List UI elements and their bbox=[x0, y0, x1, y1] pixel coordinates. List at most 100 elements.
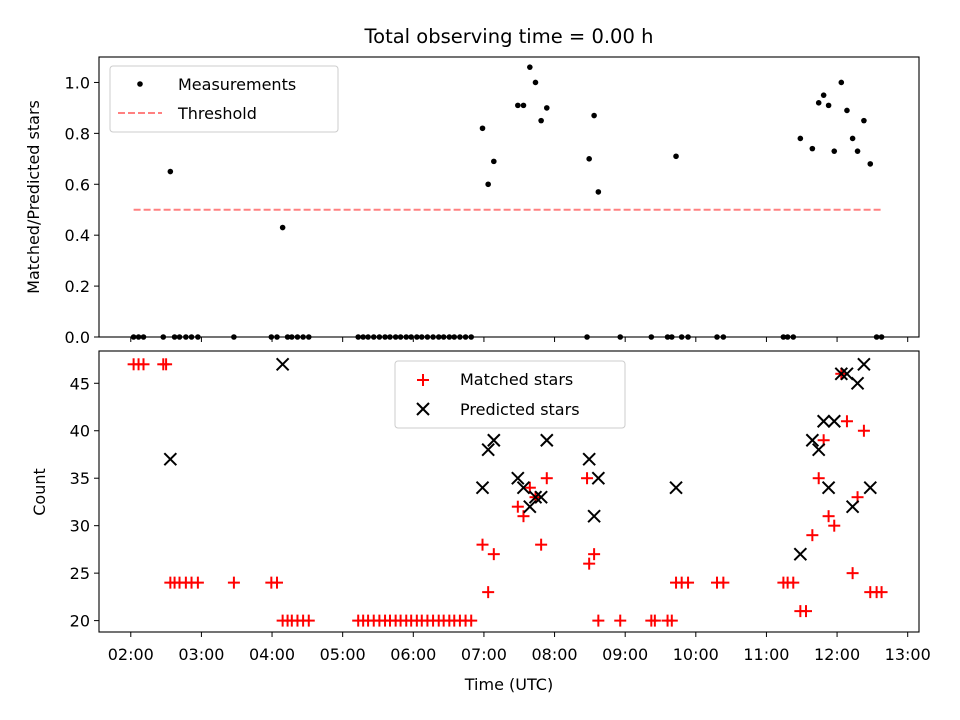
bottom-x-ticks: 02:00 03:00 04:00 05:00 06:00 07:00 08:00 09:00… bbox=[108, 632, 931, 664]
measurement-point bbox=[861, 117, 867, 124]
matched-star-point bbox=[822, 510, 835, 523]
matched-star-point bbox=[540, 472, 553, 485]
y-tick-label: 30 bbox=[70, 517, 90, 536]
matched-star-point bbox=[487, 548, 500, 561]
measurement-point bbox=[479, 125, 486, 132]
measurement-point bbox=[520, 102, 527, 109]
measurement-point bbox=[809, 145, 816, 152]
predicted-star-point bbox=[669, 480, 683, 495]
measurement-point bbox=[586, 156, 592, 162]
predicted-star-point bbox=[487, 433, 501, 447]
matched-star-point bbox=[665, 614, 678, 627]
matched-star-point bbox=[857, 424, 870, 437]
predicted-star-point bbox=[591, 471, 606, 485]
measurement-point bbox=[797, 135, 804, 142]
matched-star-point bbox=[476, 538, 489, 551]
matched-star-point bbox=[828, 519, 841, 532]
bottom-y-axis-label: Count bbox=[30, 468, 49, 516]
bottom-legend-box bbox=[394, 360, 626, 429]
top-y-axis-label: Matched/Predicted stars bbox=[24, 100, 43, 294]
matched-star-point bbox=[583, 557, 596, 570]
top-legend-box bbox=[109, 65, 339, 133]
measurement-point bbox=[591, 112, 597, 119]
predicted-star-point bbox=[587, 509, 601, 523]
matched-star-point bbox=[806, 529, 819, 542]
top-y-ticks: 0.0 0.2 0.4 0.6 0.8 1.0 bbox=[65, 73, 99, 347]
predicted-star-point bbox=[540, 433, 554, 447]
matched-star-point bbox=[465, 614, 478, 627]
top-legend: Measurements Threshold bbox=[109, 65, 339, 133]
predicted-star-point bbox=[475, 480, 490, 495]
matched-star-point bbox=[482, 586, 495, 599]
measurement-point bbox=[867, 161, 874, 167]
matched-star-point bbox=[270, 576, 283, 589]
x-tick-label: 07:00 bbox=[461, 645, 507, 664]
y-tick-label: 0.8 bbox=[65, 124, 90, 143]
predicted-star-point bbox=[834, 367, 849, 381]
matched-star-point bbox=[227, 576, 240, 589]
predicted-star-point bbox=[275, 357, 290, 371]
measurement-point bbox=[831, 148, 838, 154]
measurement-point bbox=[673, 153, 679, 160]
matched-star-point bbox=[787, 576, 800, 589]
matched-star-point bbox=[137, 358, 150, 371]
legend-matched-marker bbox=[417, 374, 429, 386]
predicted-star-point bbox=[812, 443, 826, 457]
legend-matched-label: Matched stars bbox=[460, 370, 573, 389]
matched-star-point bbox=[799, 605, 812, 618]
measurement-point bbox=[820, 92, 827, 98]
measurement-point bbox=[825, 102, 832, 109]
y-tick-label: 0.0 bbox=[65, 328, 90, 347]
x-tick-label: 02:00 bbox=[108, 645, 154, 664]
x-tick-label: 09:00 bbox=[602, 645, 648, 664]
bottom-plot-marks bbox=[127, 357, 888, 627]
x-tick-label: 12:00 bbox=[814, 645, 860, 664]
top-axes-frame bbox=[98, 56, 920, 338]
matched-star-point bbox=[614, 614, 627, 627]
measurement-point bbox=[279, 224, 286, 231]
matched-star-point bbox=[535, 538, 548, 551]
legend-predicted-label: Predicted stars bbox=[460, 400, 580, 419]
x-tick-label: 03:00 bbox=[178, 645, 224, 664]
y-tick-label: 1.0 bbox=[65, 73, 90, 92]
measurement-point bbox=[854, 148, 861, 154]
bottom-x-axis-label: Time (UTC) bbox=[464, 675, 553, 694]
matched-star-point bbox=[717, 576, 730, 589]
matched-star-point bbox=[682, 576, 695, 589]
predicted-star-point bbox=[163, 452, 178, 466]
matched-star-point bbox=[840, 415, 853, 428]
bottom-axes-frame bbox=[98, 350, 920, 633]
top-plot-marks bbox=[130, 64, 885, 340]
predicted-star-point bbox=[516, 480, 531, 495]
x-tick-label: 11:00 bbox=[743, 645, 789, 664]
y-tick-label: 20 bbox=[70, 612, 90, 631]
y-tick-label: 0.2 bbox=[65, 277, 90, 296]
predicted-star-point bbox=[481, 443, 495, 457]
matched-star-point bbox=[592, 614, 605, 627]
matched-star-point bbox=[875, 586, 888, 599]
y-tick-label: 0.4 bbox=[65, 226, 90, 245]
matched-star-point bbox=[160, 358, 173, 371]
legend-predicted-marker bbox=[416, 402, 430, 416]
legend-threshold-label: Threshold bbox=[177, 104, 257, 123]
matched-star-point bbox=[846, 567, 859, 580]
measurement-point bbox=[838, 79, 845, 86]
measurement-point bbox=[515, 102, 521, 109]
predicted-star-point bbox=[805, 433, 820, 447]
matched-star-point bbox=[581, 472, 594, 485]
measurement-point bbox=[849, 135, 856, 142]
x-tick-label: 13:00 bbox=[885, 645, 931, 664]
measurement-point bbox=[815, 100, 822, 106]
x-tick-label: 08:00 bbox=[532, 645, 578, 664]
predicted-star-point bbox=[840, 367, 854, 381]
predicted-star-point bbox=[523, 499, 537, 514]
x-tick-label: 06:00 bbox=[390, 645, 436, 664]
measurement-point bbox=[543, 105, 550, 111]
chart-title: Total observing time = 0.00 h bbox=[364, 25, 654, 48]
predicted-star-point bbox=[845, 499, 860, 514]
predicted-star-point bbox=[528, 490, 543, 504]
x-tick-label: 04:00 bbox=[249, 645, 295, 664]
matched-star-point bbox=[588, 548, 601, 561]
measurement-point bbox=[844, 107, 850, 114]
predicted-star-point bbox=[821, 480, 836, 495]
